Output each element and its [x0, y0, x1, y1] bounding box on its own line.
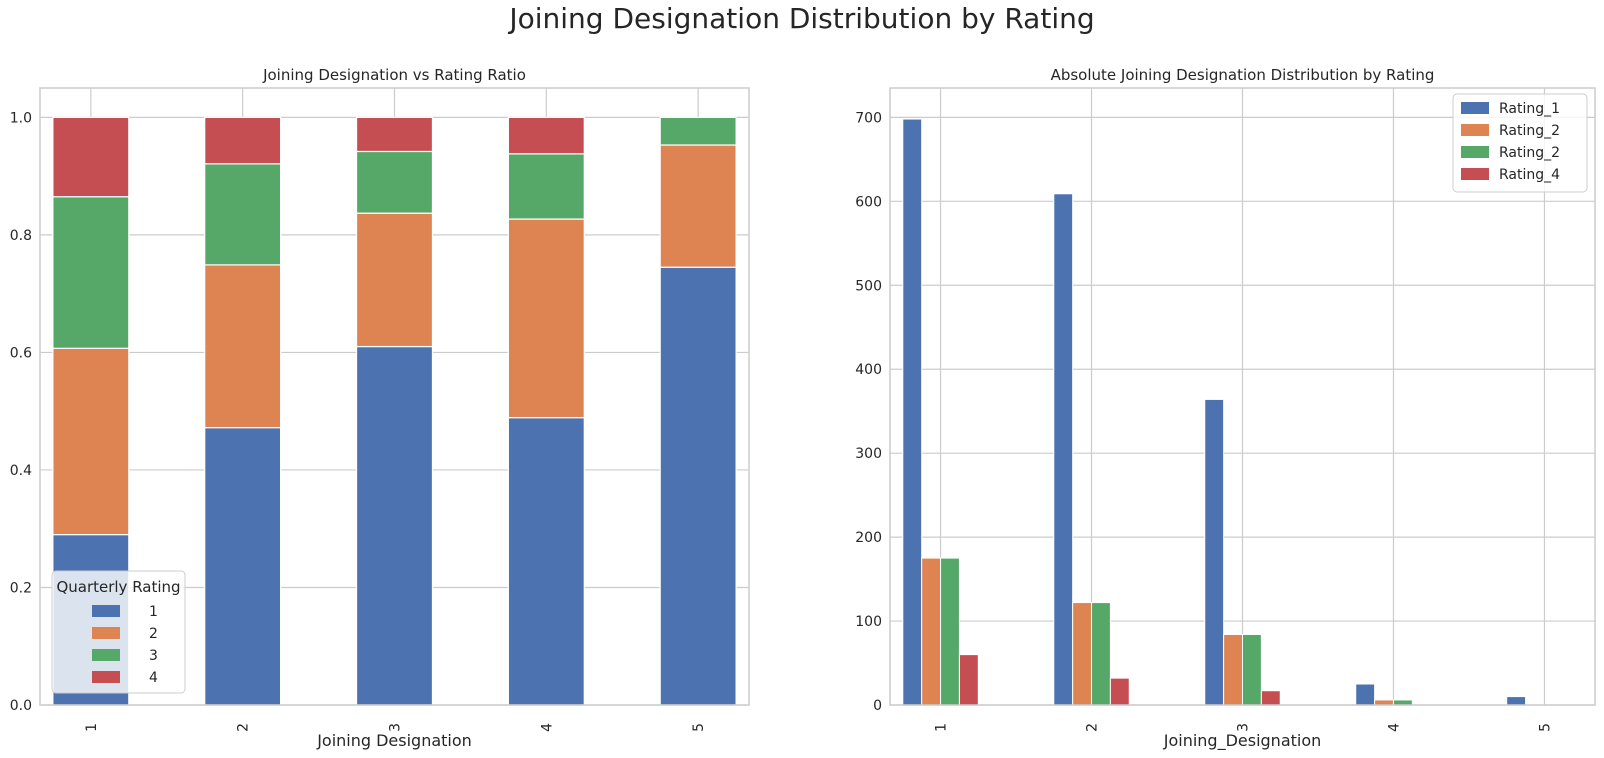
legend: Quarterly Rating 1 2 3 4: [51, 570, 186, 694]
legend-swatch: [1461, 124, 1489, 136]
bar: [1109, 677, 1130, 706]
bar-segment: [204, 264, 282, 429]
x-tick-label: 4: [1386, 723, 1402, 732]
y-tick-label: 0: [873, 698, 882, 714]
bar-segment: [659, 266, 737, 706]
legend-swatch: [92, 605, 120, 617]
bar: [958, 654, 979, 706]
chart-title: Joining Designation vs Rating Ratio: [262, 66, 526, 84]
legend-label: 4: [149, 670, 158, 686]
x-tick-label: 1: [934, 723, 950, 732]
bar: [1392, 699, 1413, 706]
legend-label: Rating_2: [1499, 123, 1560, 139]
bar: [1355, 683, 1376, 706]
bar: [902, 118, 923, 706]
legend-label: 3: [149, 648, 158, 664]
bar-segment: [659, 116, 737, 146]
y-tick-label: 600: [855, 194, 882, 210]
x-tick-label: 1: [84, 723, 100, 732]
bar: [1506, 696, 1527, 706]
legend-label: 2: [149, 626, 158, 642]
x-axis-label: Joining_Designation: [1163, 731, 1322, 751]
bar-segment: [204, 163, 282, 266]
chart-2: 0 100 200 300 400 500 600 700 1 2 3 4 5 Absolute Join…: [855, 66, 1596, 751]
legend-swatch: [1461, 168, 1489, 180]
bar: [1260, 690, 1281, 706]
y-tick-label: 0.4: [10, 463, 32, 479]
legend-label: Rating_1: [1499, 101, 1560, 117]
bar-segment: [52, 347, 130, 536]
bar-segment: [355, 212, 434, 348]
bar: [1204, 398, 1225, 706]
legend-box: [1452, 93, 1588, 193]
legend-swatch: [92, 627, 120, 639]
bar: [921, 557, 942, 706]
x-tick-label: 3: [1236, 723, 1252, 732]
legend-title: Quarterly Rating: [56, 578, 180, 596]
legend-swatch: [92, 671, 120, 683]
x-axis-label: Joining Designation: [316, 731, 472, 750]
y-tick-label: 400: [855, 362, 882, 378]
bar: [1374, 699, 1394, 706]
bar: [940, 557, 960, 706]
legend-swatch: [1461, 102, 1489, 114]
x-tick-label: 2: [1085, 723, 1101, 732]
x-tick-label: 5: [1537, 723, 1553, 732]
bar-segment: [204, 116, 282, 165]
y-tick-label: 200: [855, 530, 882, 546]
y-tick-label: 500: [855, 278, 882, 294]
plot-frame: [889, 87, 1596, 706]
chart-1: 0.0 0.2 0.4 0.6 0.8 1.0 1 2 3 4 5 Joining Designati…: [10, 66, 750, 750]
legend-label: Rating_2: [1499, 145, 1560, 161]
legend-swatch: [1461, 146, 1489, 158]
figure-suptitle: Joining Designation Distribution by Rati…: [509, 2, 1095, 35]
y-tick-label: 0.0: [10, 698, 32, 714]
x-tick-label: 3: [388, 723, 404, 732]
bar-segment: [204, 427, 282, 706]
bar-segment: [52, 196, 130, 349]
bar-segment: [659, 144, 737, 268]
y-tick-label: 100: [855, 614, 882, 630]
y-tick-label: 1.0: [10, 110, 32, 126]
x-tick-label: 4: [539, 723, 555, 732]
legend: Rating_1 Rating_2 Rating_2 Rating_4: [1452, 93, 1588, 193]
legend-swatch: [92, 649, 120, 661]
y-tick-label: 300: [855, 446, 882, 462]
plot-frame: [39, 87, 750, 706]
legend-label: Rating_4: [1499, 167, 1560, 183]
x-tick-label: 2: [236, 723, 252, 732]
bar: [1223, 633, 1244, 706]
y-tick-label: 0.6: [10, 345, 32, 361]
bar-segment: [507, 116, 585, 155]
bar-segment: [52, 116, 130, 198]
bar-segment: [507, 153, 585, 220]
bar: [1053, 193, 1074, 706]
bar-segment: [507, 218, 585, 419]
bar: [1091, 602, 1111, 706]
y-tick-label: 0.2: [10, 580, 32, 596]
chart-title: Absolute Joining Designation Distributio…: [1051, 66, 1435, 84]
y-tick-label: 700: [855, 110, 882, 126]
x-tick-label: 5: [691, 723, 707, 732]
legend-label: 1: [149, 604, 158, 620]
bar: [1242, 633, 1262, 706]
y-tick-label: 0.8: [10, 228, 32, 244]
bar-segment: [355, 345, 434, 706]
bar-segment: [355, 150, 434, 214]
bar-segment: [355, 116, 434, 153]
bar: [1072, 602, 1093, 706]
bar-segment: [507, 417, 585, 706]
